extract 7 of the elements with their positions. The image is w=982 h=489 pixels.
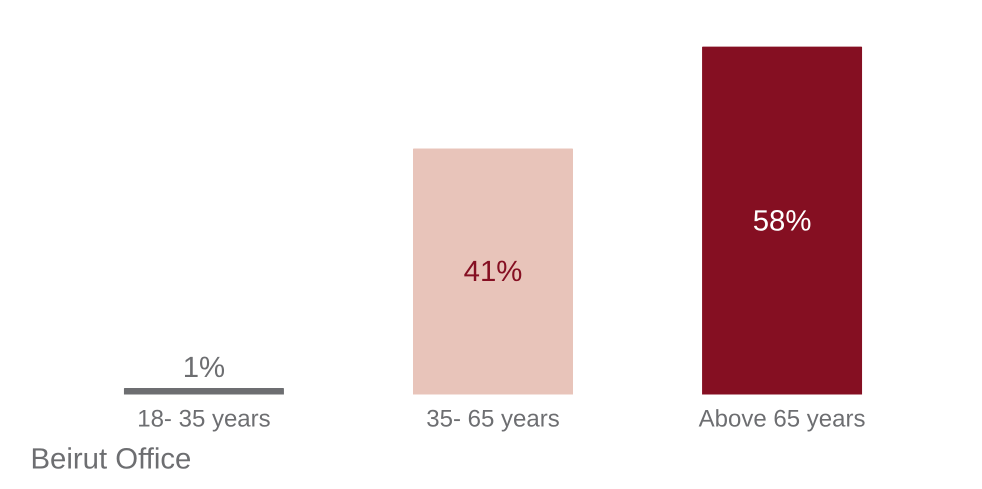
x-tick-label: Above 65 years: [698, 406, 866, 432]
text: Beirut Office: [30, 442, 192, 476]
x-tick-label: 35- 65 years: [426, 406, 560, 432]
data-label: 58%: [752, 204, 812, 238]
data-label: 41%: [464, 255, 522, 288]
x-tick-label: 18- 35 years: [137, 406, 271, 432]
data-label: 1%: [182, 351, 226, 384]
